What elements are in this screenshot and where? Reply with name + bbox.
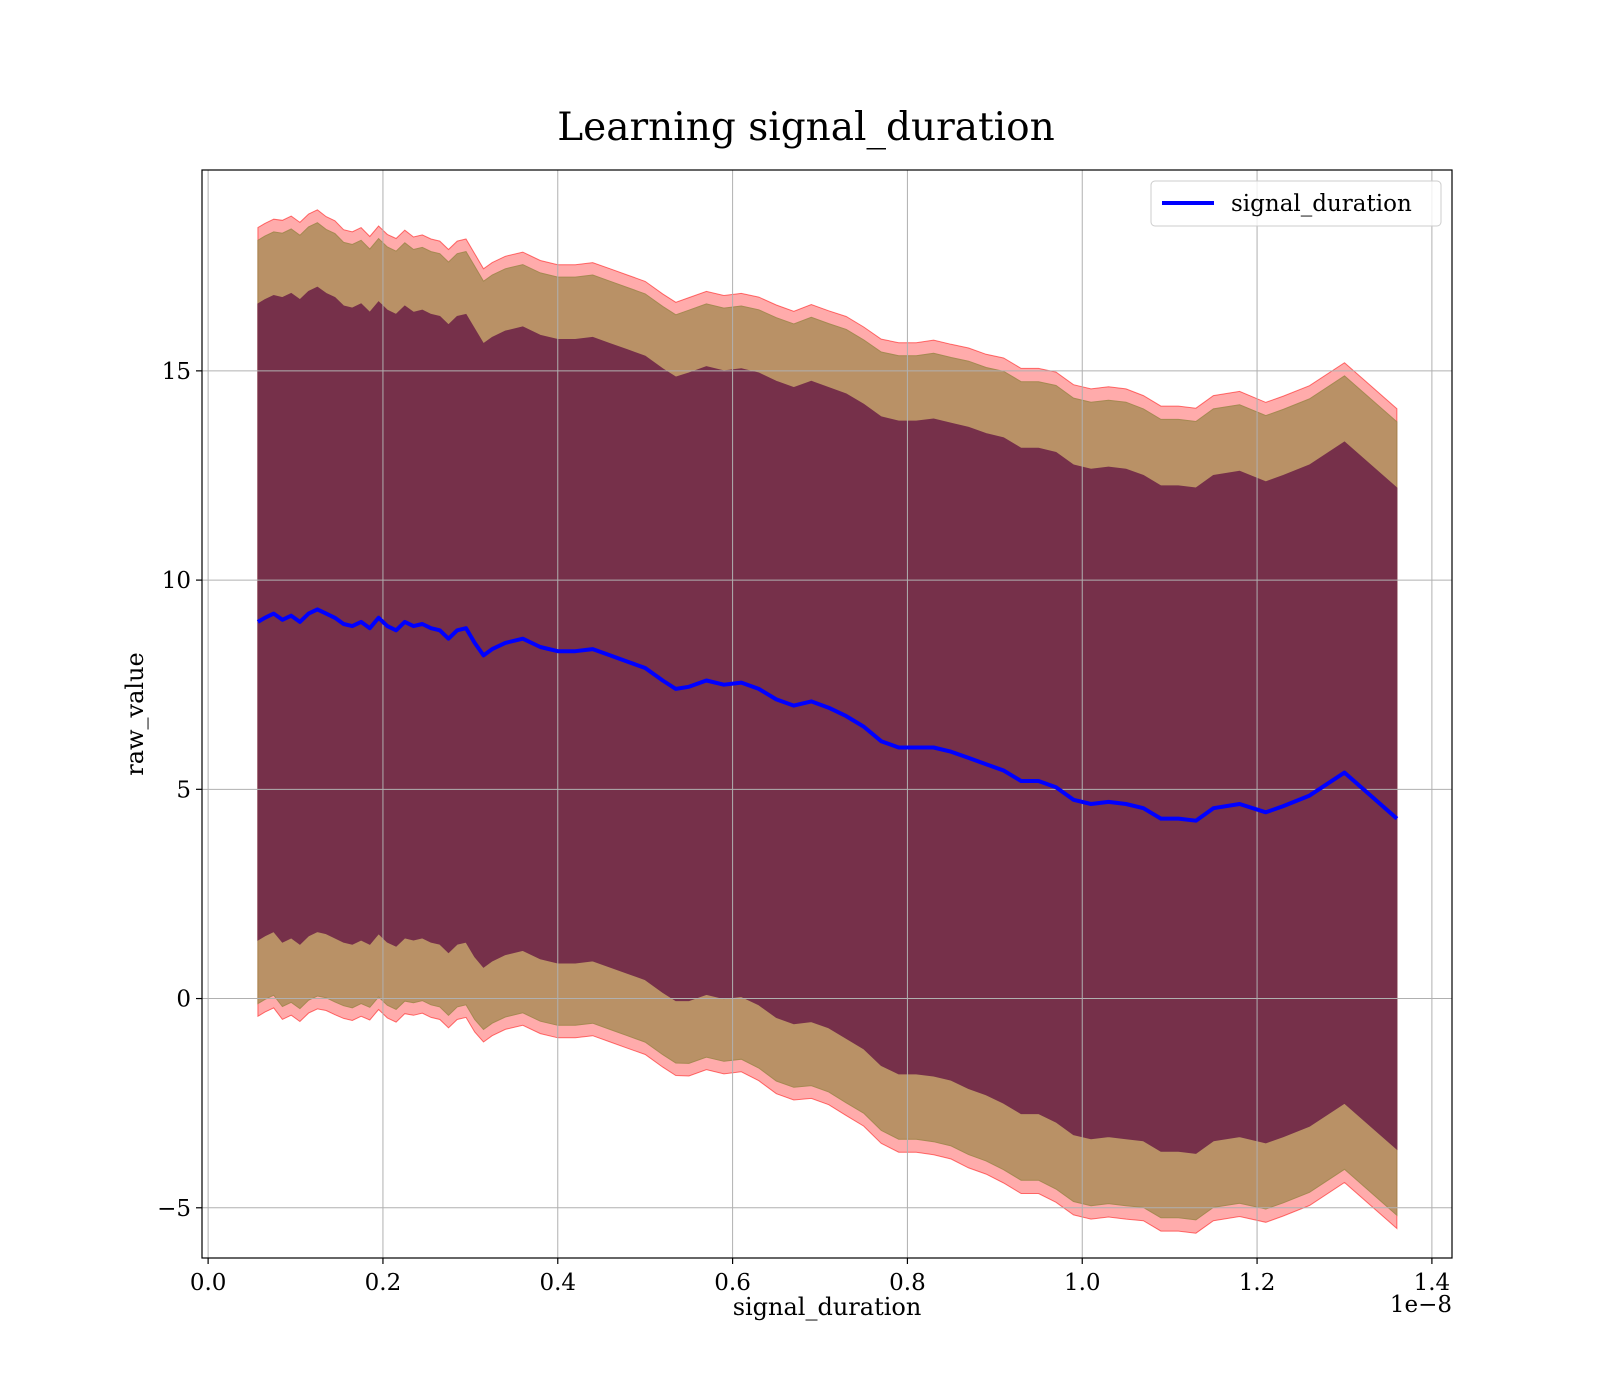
grid-layer bbox=[202, 170, 1452, 1258]
x-tick-label: 0.8 bbox=[889, 1270, 926, 1296]
y-tick-label: 5 bbox=[176, 777, 191, 803]
bands-layer bbox=[257, 209, 1398, 1234]
plot-frame bbox=[201, 169, 1453, 1259]
y-tick-label: −5 bbox=[157, 1196, 191, 1222]
legend-label: signal_duration bbox=[1231, 191, 1412, 217]
x-axis-ticks: 0.0 0.2 0.4 0.6 0.8 1.0 1.2 1.4 bbox=[190, 1258, 1450, 1296]
y-tick-label: 15 bbox=[162, 359, 191, 385]
legend: signal_duration bbox=[1150, 180, 1442, 227]
plot-area bbox=[201, 169, 1453, 1259]
x-tick-label: 0.6 bbox=[714, 1270, 751, 1296]
x-tick-label: 0.4 bbox=[539, 1270, 576, 1296]
x-axis-label: signal_duration bbox=[733, 1293, 922, 1321]
series-line-signal-duration bbox=[256, 607, 1399, 823]
y-tick-label: 10 bbox=[162, 568, 191, 594]
confidence-band-3 bbox=[257, 286, 1398, 1154]
line-layer bbox=[256, 607, 1399, 823]
y-axis-ticks: −5 0 5 10 15 bbox=[157, 359, 202, 1222]
y-axis-label: raw_value bbox=[121, 652, 149, 776]
x-axis-offset-text: 1e−8 bbox=[1390, 1292, 1452, 1318]
x-tick-label: 1.0 bbox=[1064, 1270, 1101, 1296]
legend-box bbox=[1150, 180, 1442, 227]
x-tick-label: 1.2 bbox=[1239, 1270, 1276, 1296]
x-tick-label: 0.0 bbox=[190, 1270, 227, 1296]
y-tick-label: 0 bbox=[176, 987, 191, 1013]
x-tick-label: 0.2 bbox=[365, 1270, 402, 1296]
chart-title: Learning signal_duration bbox=[557, 105, 1054, 150]
x-tick-label: 1.4 bbox=[1414, 1270, 1451, 1296]
